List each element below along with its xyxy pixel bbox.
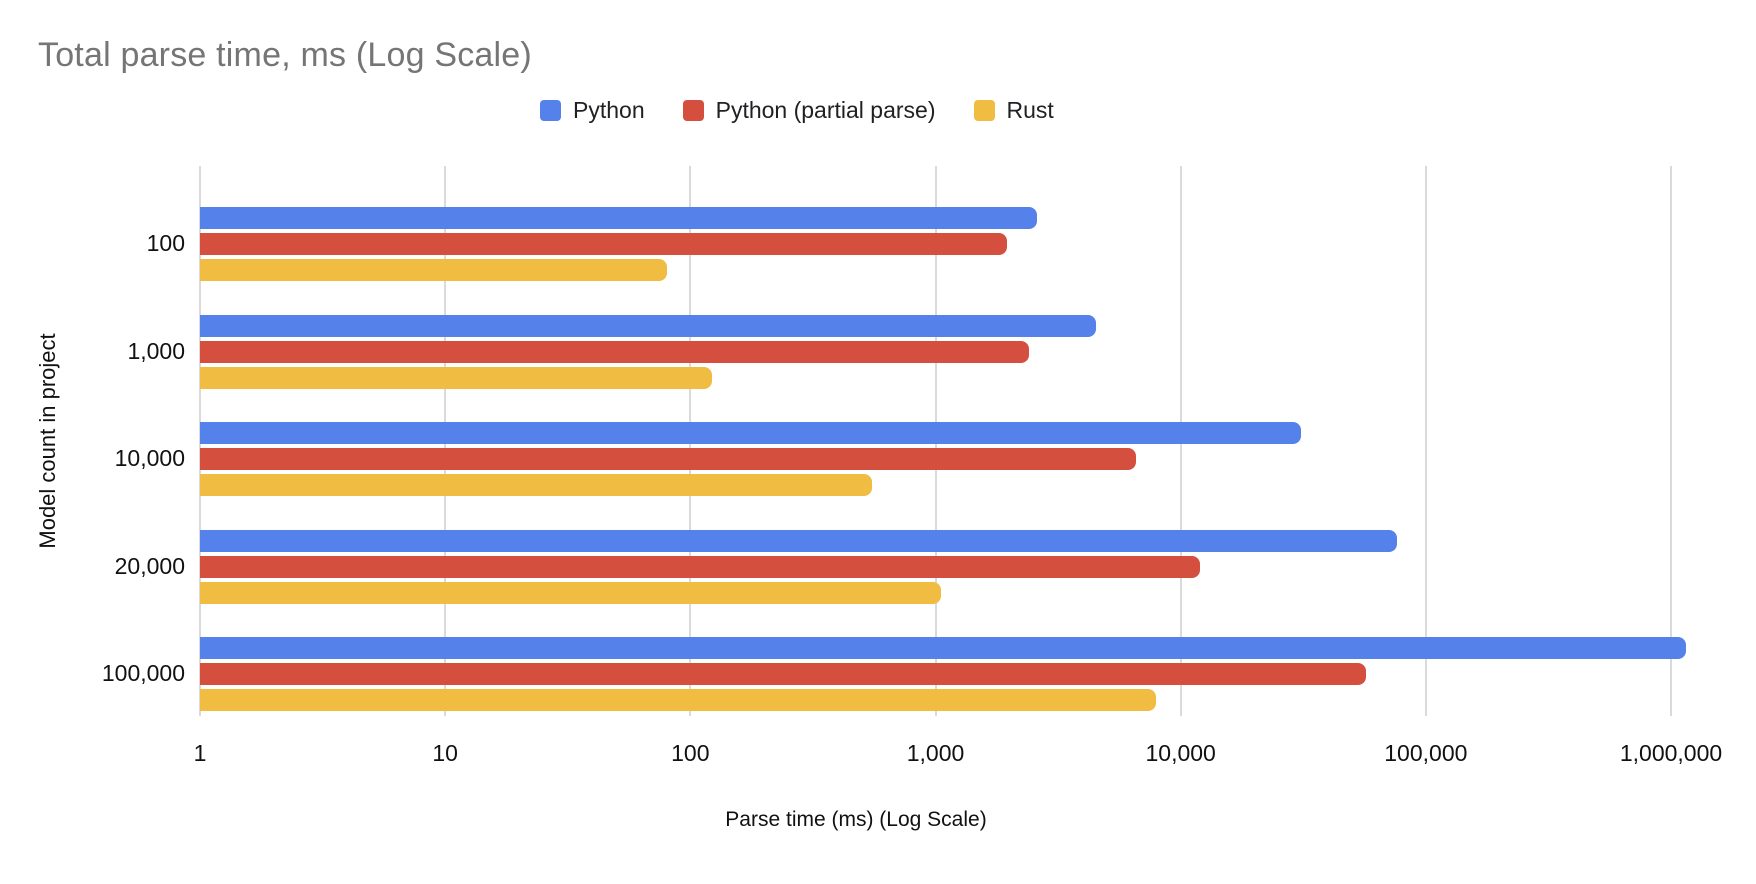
y-category-label: 10,000 — [114, 445, 185, 471]
x-tick-label: 10,000 — [1145, 740, 1216, 766]
bar-python-20000 — [200, 529, 1397, 552]
x-tick-label: 100,000 — [1384, 740, 1468, 766]
bar-python-partial-parse-10000 — [200, 448, 1137, 470]
bar-python-partial-parse-100000 — [200, 663, 1366, 685]
bar-rust-20000 — [200, 581, 941, 604]
legend-item-python: Python — [540, 97, 645, 124]
legend-swatch — [973, 100, 995, 121]
gridline — [1670, 166, 1673, 716]
bar-python-partial-parse-100 — [200, 233, 1007, 255]
y-axis-title: Model count in project — [35, 333, 60, 549]
x-axis-title: Parse time (ms) (Log Scale) — [725, 808, 987, 831]
bar-rust-100000 — [200, 689, 1156, 711]
bar-rust-1000 — [200, 366, 713, 389]
y-category-label: 20,000 — [114, 552, 185, 579]
bar-python-1000 — [200, 314, 1096, 337]
x-tick-label: 10 — [432, 740, 458, 766]
chart-title: Total parse time, ms (Log Scale) — [38, 36, 532, 74]
bar-python-partial-parse-1000 — [200, 340, 1029, 363]
x-tick-label: 100 — [671, 740, 710, 766]
bar-rust-10000 — [200, 474, 872, 496]
legend: Python Python (partial parse) Rust — [540, 97, 1054, 124]
legend-item-python-partial-parse: Python (partial parse) — [682, 97, 936, 124]
x-tick-label: 1,000 — [906, 740, 965, 766]
y-category-label: 100 — [146, 230, 185, 256]
bar-python-100 — [200, 207, 1038, 229]
bar-python-10000 — [200, 422, 1302, 444]
legend-item-rust: Rust — [973, 97, 1054, 124]
bar-python-100000 — [200, 637, 1686, 659]
legend-label: Python — [573, 97, 645, 123]
y-category-label: 1,000 — [127, 337, 185, 364]
bar-rust-100 — [200, 259, 667, 281]
x-tick-label: 1 — [193, 740, 207, 766]
legend-label: Rust — [1006, 97, 1054, 123]
y-category-label: 100,000 — [101, 660, 185, 686]
legend-swatch — [540, 100, 561, 121]
bar-python-partial-parse-20000 — [200, 555, 1201, 578]
legend-swatch — [682, 100, 704, 121]
x-tick-label: 1,000,000 — [1619, 740, 1723, 766]
legend-label: Python (partial parse) — [715, 97, 936, 123]
gridline — [1424, 166, 1427, 716]
